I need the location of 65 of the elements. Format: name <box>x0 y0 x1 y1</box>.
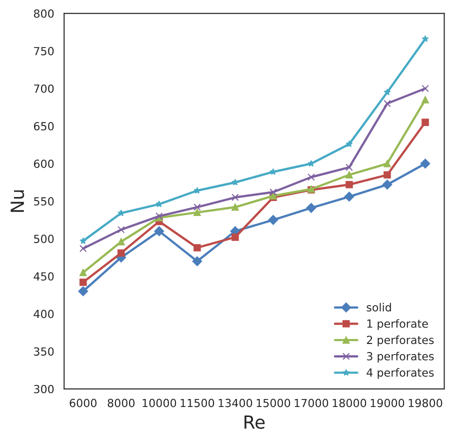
x-tick-label: 13400 <box>218 398 252 408</box>
point <box>384 88 391 96</box>
point <box>306 202 316 213</box>
y-tick-label: 350 <box>34 347 54 356</box>
x-axis-title: Re <box>244 415 265 429</box>
point <box>422 118 429 126</box>
legend-label: solid <box>366 302 391 312</box>
x-tick-label: 19000 <box>370 398 404 408</box>
point <box>422 84 429 92</box>
legend-label: 4 perforates <box>366 368 434 379</box>
point <box>384 171 391 179</box>
legend-label: 2 perforates <box>366 336 434 346</box>
point <box>346 140 353 148</box>
point <box>79 278 87 286</box>
point <box>117 226 125 234</box>
point <box>117 238 125 246</box>
point <box>384 100 391 108</box>
y-tick-label: 650 <box>34 122 54 130</box>
point <box>384 160 391 168</box>
y-tick-label: 550 <box>34 197 54 206</box>
point <box>232 234 239 241</box>
y-tick-label: 600 <box>34 160 54 168</box>
point <box>422 96 429 104</box>
point <box>268 214 278 225</box>
legend-label: 3 perforates <box>366 352 434 363</box>
y-tick-label: 400 <box>34 310 54 318</box>
x-tick-label: 18000 <box>332 398 366 408</box>
point <box>270 188 277 196</box>
x-tick-label: 10000 <box>142 398 176 408</box>
point <box>79 244 87 252</box>
point <box>194 204 201 211</box>
point <box>346 164 353 171</box>
point <box>422 35 429 42</box>
y-tick-label: 750 <box>34 46 54 56</box>
point <box>78 286 88 296</box>
point <box>420 158 430 169</box>
point <box>308 173 315 181</box>
point <box>232 194 239 202</box>
x-tick-label: 6000 <box>70 398 97 408</box>
x-tick-label: 8000 <box>108 398 135 408</box>
point <box>154 226 164 236</box>
point <box>232 204 239 211</box>
y-tick-label: 700 <box>34 84 54 93</box>
x-tick-label: 19800 <box>408 398 442 408</box>
point <box>346 171 353 179</box>
point <box>117 249 125 257</box>
point <box>346 180 353 188</box>
x-tick-label: 17000 <box>294 398 328 408</box>
point <box>79 268 87 276</box>
point <box>308 160 315 167</box>
y-tick-label: 300 <box>34 384 54 394</box>
point <box>192 256 202 266</box>
x-tick-label: 11500 <box>180 398 214 408</box>
point <box>80 237 87 244</box>
point <box>382 180 392 190</box>
y-tick-label: 800 <box>34 9 54 18</box>
x-tick-label: 15000 <box>256 398 290 408</box>
point <box>344 192 354 202</box>
point <box>270 168 277 175</box>
legend-label: 1 perforate <box>367 319 428 330</box>
y-tick-label: 500 <box>34 234 54 244</box>
y-axis-title: Nu <box>10 190 24 212</box>
y-tick-label: 450 <box>34 272 54 281</box>
point <box>194 244 201 252</box>
point <box>194 208 201 216</box>
